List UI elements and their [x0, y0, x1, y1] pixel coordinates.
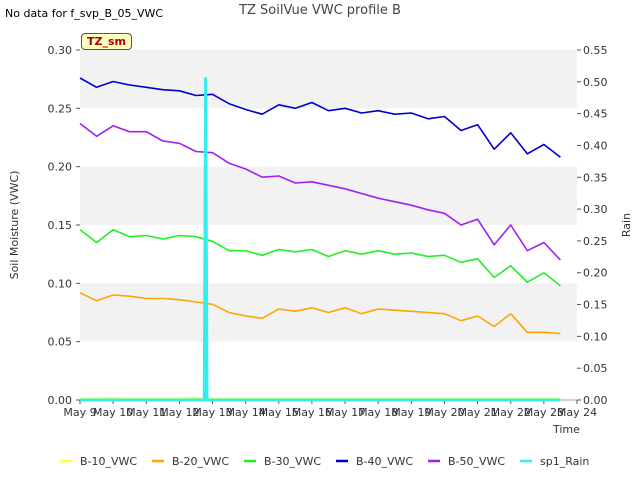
grid-band	[80, 341, 577, 400]
y2-tick-label: 0.25	[583, 235, 608, 248]
grid-band	[80, 108, 577, 167]
y2-tick-label: 0.35	[583, 171, 608, 184]
y-tick-label: 0.30	[48, 44, 73, 57]
x-tick-label: May 14	[226, 406, 266, 419]
y2-tick-label: 0.30	[583, 203, 608, 216]
y-tick-label: 0.10	[48, 277, 73, 290]
x-tick-label: May 15	[259, 406, 299, 419]
y2-tick-label: 0.40	[583, 139, 608, 152]
no-data-note: No data for f_svp_B_05_VWC	[5, 7, 164, 20]
series-line-b-30-vwc	[79, 228, 561, 287]
y2-tick-label: 0.10	[583, 330, 608, 343]
x-tick-label: May 19	[391, 406, 431, 419]
y2-axis-title: Rain	[620, 213, 633, 237]
y-axis-title: Soil Moisture (VWC)	[8, 171, 21, 280]
y2-tick-label: 0.05	[583, 362, 608, 375]
y-tick-label: 0.20	[48, 161, 73, 174]
x-tick-label: May 12	[159, 406, 199, 419]
y2-tick-label: 0.55	[583, 44, 608, 57]
y-tick-label: 0.05	[48, 336, 73, 349]
y2-tick-label: 0.45	[583, 108, 608, 121]
series-line-b-20-vwc	[79, 291, 561, 335]
x-tick-label: May 23	[524, 406, 564, 419]
grid-band	[80, 166, 577, 225]
legend-label-b-50-vwc: B-50_VWC	[448, 455, 505, 468]
legend-label-b-30-vwc: B-30_VWC	[264, 455, 321, 468]
x-tick-label: May 11	[126, 406, 166, 419]
grid-band	[80, 50, 577, 109]
legend-label-b-20-vwc: B-20_VWC	[172, 455, 229, 468]
x-tick-label: May 10	[93, 406, 133, 419]
x-tick-label: May 17	[325, 406, 365, 419]
series-line-b-40-vwc	[79, 77, 561, 158]
legend-label-b-40-vwc: B-40_VWC	[356, 455, 413, 468]
y2-tick-label: 0.15	[583, 299, 608, 312]
y-tick-label: 0.25	[48, 102, 73, 115]
y-tick-label: 0.00	[48, 394, 73, 407]
legend-label-b-10-vwc: B-10_VWC	[80, 455, 137, 468]
x-tick-label: May 21	[457, 406, 497, 419]
x-tick-label: May 16	[292, 406, 332, 419]
x-tick-label: May 9	[63, 406, 96, 419]
x-tick-label: May 18	[358, 406, 398, 419]
y2-tick-label: 0.50	[583, 76, 608, 89]
chart-title: TZ SoilVue VWC profile B	[239, 3, 401, 18]
y2-tick-label: 0.00	[583, 394, 608, 407]
y-tick-label: 0.15	[48, 219, 73, 232]
y2-tick-label: 0.20	[583, 267, 608, 280]
site-badge: TZ_sm	[81, 33, 132, 50]
x-axis-title: Time	[552, 423, 580, 436]
x-tick-label: May 22	[491, 406, 531, 419]
grid-band	[80, 225, 577, 284]
series-line-sp1-rain	[80, 77, 561, 402]
x-tick-label: May 24	[557, 406, 597, 419]
x-tick-label: May 13	[192, 406, 232, 419]
legend-label-sp1-rain: sp1_Rain	[540, 455, 589, 468]
x-tick-label: May 20	[424, 406, 464, 419]
series-line-b-50-vwc	[79, 122, 561, 261]
